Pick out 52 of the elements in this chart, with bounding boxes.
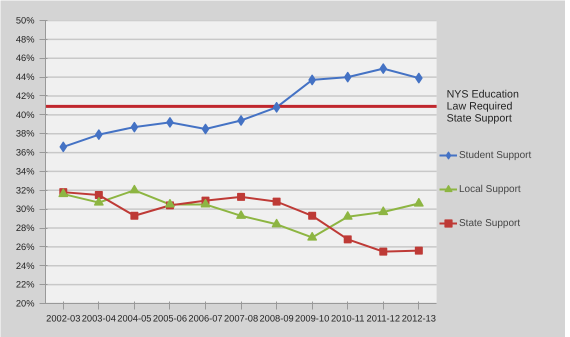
- x-tick-label: 2007-08: [224, 314, 258, 324]
- legend-label: Student Support: [459, 150, 532, 160]
- y-tick-label: 36%: [16, 148, 34, 158]
- point: [94, 191, 103, 200]
- point: [94, 196, 104, 206]
- y-tick-label: 50%: [16, 16, 34, 26]
- x-tick-label: 2009-10: [295, 314, 330, 324]
- legend-label: State Support: [459, 218, 520, 228]
- point: [344, 235, 352, 244]
- point: [129, 184, 140, 194]
- y-tick-label: 40%: [16, 110, 34, 120]
- y-tick-label: 44%: [16, 72, 34, 82]
- x-tick-label: 2011-12: [366, 314, 400, 324]
- point: [130, 212, 138, 220]
- point: [379, 63, 388, 74]
- x-tick-label: 2006-07: [188, 314, 223, 324]
- point: [342, 211, 353, 220]
- legend-label: Local Support: [459, 184, 521, 194]
- y-tick-label: 26%: [16, 242, 34, 252]
- point: [236, 210, 246, 219]
- point: [414, 246, 423, 255]
- y-tick-label: 32%: [16, 185, 34, 196]
- y-tick-label: 20%: [16, 298, 34, 308]
- y-tick-label: 30%: [16, 204, 34, 214]
- y-tick-label: 24%: [16, 260, 34, 271]
- y-tick-label: 38%: [16, 128, 34, 139]
- y-tick-label: 46%: [16, 53, 34, 64]
- point: [344, 72, 352, 83]
- point: [414, 198, 424, 207]
- y-tick-label: 28%: [16, 223, 34, 234]
- y-tick-label: 48%: [16, 34, 34, 44]
- point: [164, 198, 175, 208]
- y-tick-label: 22%: [16, 280, 34, 290]
- x-tick-label: 2002-03: [46, 314, 80, 324]
- point: [307, 232, 318, 241]
- x-tick-label: 2012-13: [402, 314, 436, 324]
- x-tick-label: 2003-04: [82, 314, 116, 324]
- ref-line-label: NYS Education Law Required State Support: [446, 88, 519, 124]
- point: [59, 141, 68, 152]
- point: [308, 212, 316, 220]
- point: [272, 198, 281, 206]
- point: [200, 198, 210, 208]
- point: [272, 218, 282, 228]
- x-tick-label: 2010-11: [330, 314, 364, 324]
- x-tick-label: 2005-06: [152, 314, 188, 324]
- point: [378, 206, 388, 216]
- point: [237, 192, 246, 201]
- point: [379, 248, 388, 256]
- x-tick-label: 2004-05: [117, 314, 152, 324]
- y-tick-label: 42%: [16, 90, 34, 101]
- x-tick-label: 2008-09: [259, 314, 294, 324]
- y-tick-label: 34%: [16, 166, 34, 176]
